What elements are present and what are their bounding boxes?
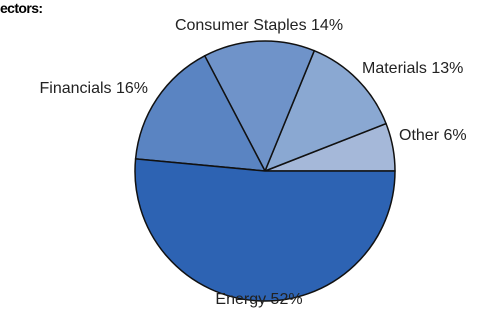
slice-label-consumer-staples: Consumer Staples 14% [175,17,343,34]
pie-slice-consumer-staples [203,40,316,172]
pie-labels: Other 6% Materials 13% Consumer Staples 14… [40,17,467,308]
slice-label-energy: Energy 52% [215,291,302,308]
pie-slice-materials [264,49,387,172]
pie-slice-energy [134,158,396,302]
slice-label-other: Other 6% [399,127,467,144]
chart-title: ectors: [0,0,43,16]
pie-slice-financials [134,55,266,172]
slice-label-financials: Financials 16% [40,80,149,97]
pie-slices [134,40,396,302]
slice-label-materials: Materials 13% [362,60,463,77]
